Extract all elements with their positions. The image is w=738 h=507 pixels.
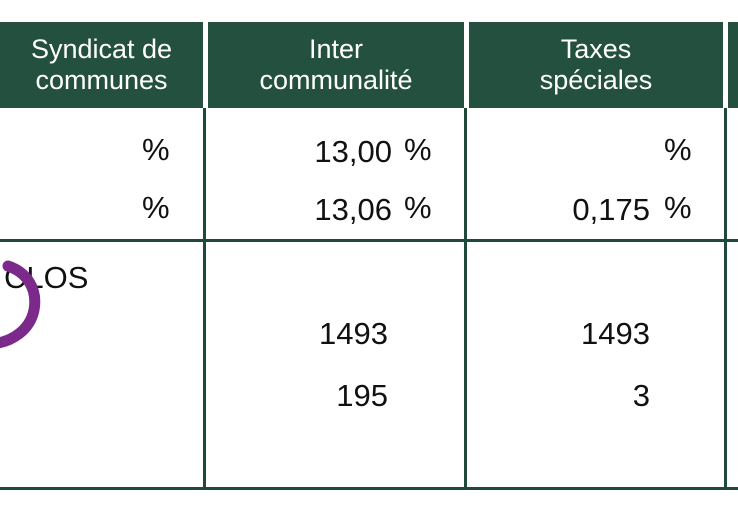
grid-hline-middle bbox=[0, 239, 738, 242]
header-taxes-line2: spéciales bbox=[539, 65, 653, 95]
rate-row1-taxes-unit: % bbox=[664, 132, 692, 167]
header-taxes-line1: Taxes bbox=[560, 34, 632, 64]
grid-vline-2 bbox=[464, 108, 467, 490]
rate-row1-inter-unit: % bbox=[404, 132, 432, 167]
rate-row2-taxes-value: 0,175 bbox=[572, 192, 650, 227]
count-row2-inter: 195 bbox=[336, 378, 388, 413]
header-syndicat-de-communes: Syndicat de communes bbox=[0, 22, 203, 108]
rate-row2-inter-unit: % bbox=[404, 190, 432, 225]
header-syndicat-line1: Syndicat de bbox=[30, 34, 173, 64]
grid-vline-3 bbox=[724, 108, 727, 490]
rate-row2-inter-value: 13,06 bbox=[314, 192, 392, 227]
grid-hline-bottom bbox=[0, 487, 738, 490]
header-inter-line2: communalité bbox=[259, 65, 413, 95]
handwritten-circle-annotation bbox=[0, 260, 41, 349]
count-row1-taxes: 1493 bbox=[581, 316, 650, 351]
header-next-column-edge bbox=[728, 22, 738, 108]
rate-row1-syndicat-unit: % bbox=[142, 132, 170, 167]
header-syndicat-line2: communes bbox=[35, 65, 168, 95]
rate-row2-syndicat-unit: % bbox=[142, 190, 170, 225]
rate-row2-taxes-unit: % bbox=[664, 190, 692, 225]
header-inter-line1: Inter bbox=[308, 34, 364, 64]
grid-vline-1 bbox=[203, 108, 206, 490]
header-intercommunalite: Inter communalité bbox=[208, 22, 464, 108]
count-row1-inter: 1493 bbox=[319, 316, 388, 351]
header-taxes-speciales: Taxes spéciales bbox=[469, 22, 723, 108]
count-row2-taxes: 3 bbox=[632, 378, 650, 413]
rate-row1-inter-value: 13,00 bbox=[314, 134, 392, 169]
